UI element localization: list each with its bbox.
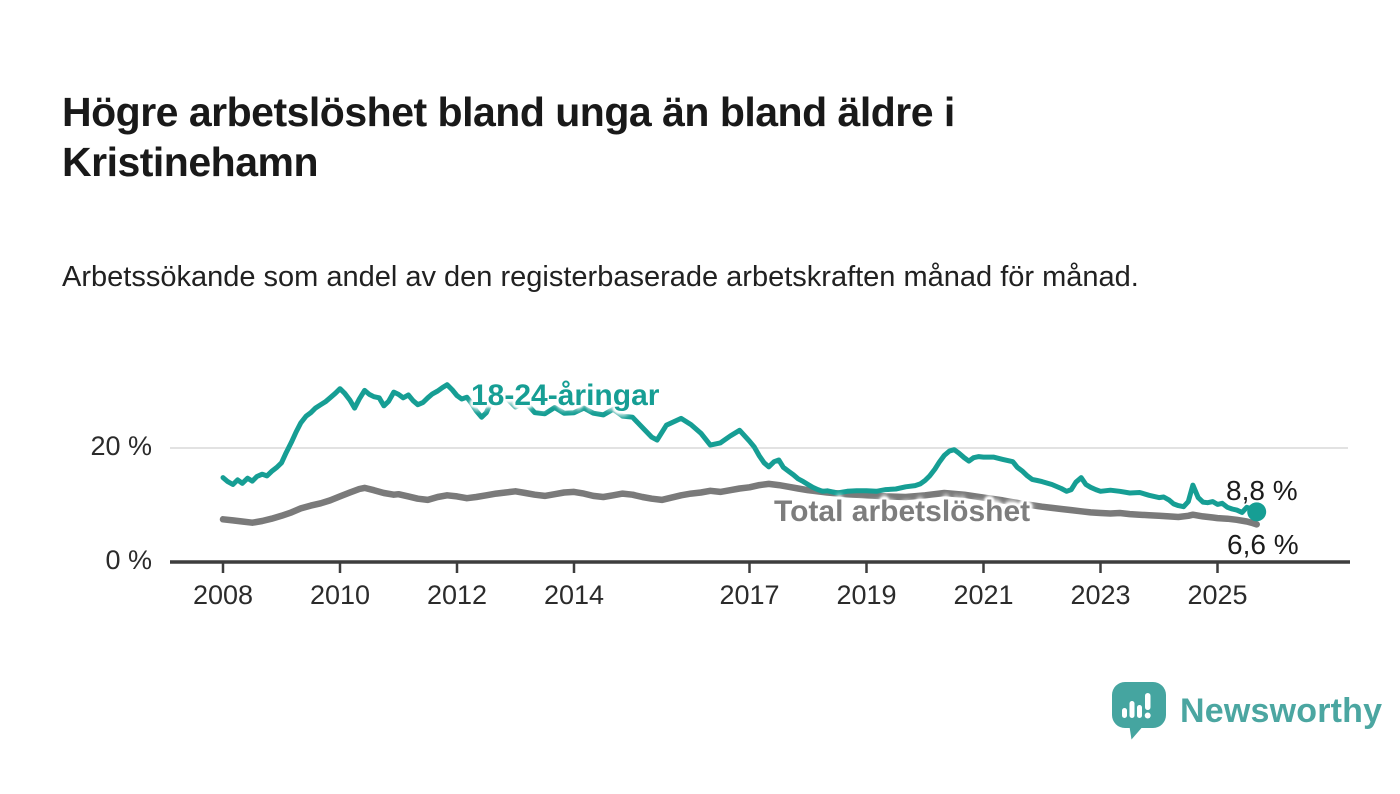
x-axis-label: 2017: [719, 580, 779, 610]
x-axis: [170, 560, 1350, 573]
axis-tick-labels: 2008 2010 2012 2014 2017 2019 2021 2023 2025 0 % 2…: [90, 431, 1247, 610]
newsworthy-logo: Newsworthy: [1112, 682, 1382, 740]
x-axis-label: 2021: [953, 580, 1013, 610]
end-value-label-total: 6,6 %: [1227, 529, 1299, 560]
x-axis-label: 2010: [310, 580, 370, 610]
series-label-total: Total arbetslöshet: [774, 495, 1031, 528]
line-young: [220, 382, 1260, 515]
x-axis-label: 2025: [1187, 580, 1247, 610]
x-axis-label: 2008: [193, 580, 253, 610]
brand-name: Newsworthy: [1180, 691, 1383, 730]
x-axis-label: 2012: [427, 580, 487, 610]
chart-subtitle: Arbetssökande som andel av den registerb…: [62, 261, 1139, 293]
end-value-label-young: 8,8 %: [1226, 475, 1298, 506]
y-axis-label: 20 %: [90, 431, 152, 461]
end-point-marker: [1247, 502, 1267, 522]
page-title: Högre arbetslöshet bland unga än bland ä…: [62, 89, 955, 186]
newsworthy-bubble-chart-icon: [1112, 682, 1166, 740]
y-axis-label: 0 %: [105, 545, 152, 575]
x-axis-label: 2014: [544, 580, 604, 610]
x-axis-label: 2019: [836, 580, 896, 610]
data-series: [219, 382, 1267, 528]
x-axis-label: 2023: [1070, 580, 1130, 610]
line-total: [219, 480, 1260, 528]
series-label-young: 18-24-åringar: [471, 379, 660, 412]
